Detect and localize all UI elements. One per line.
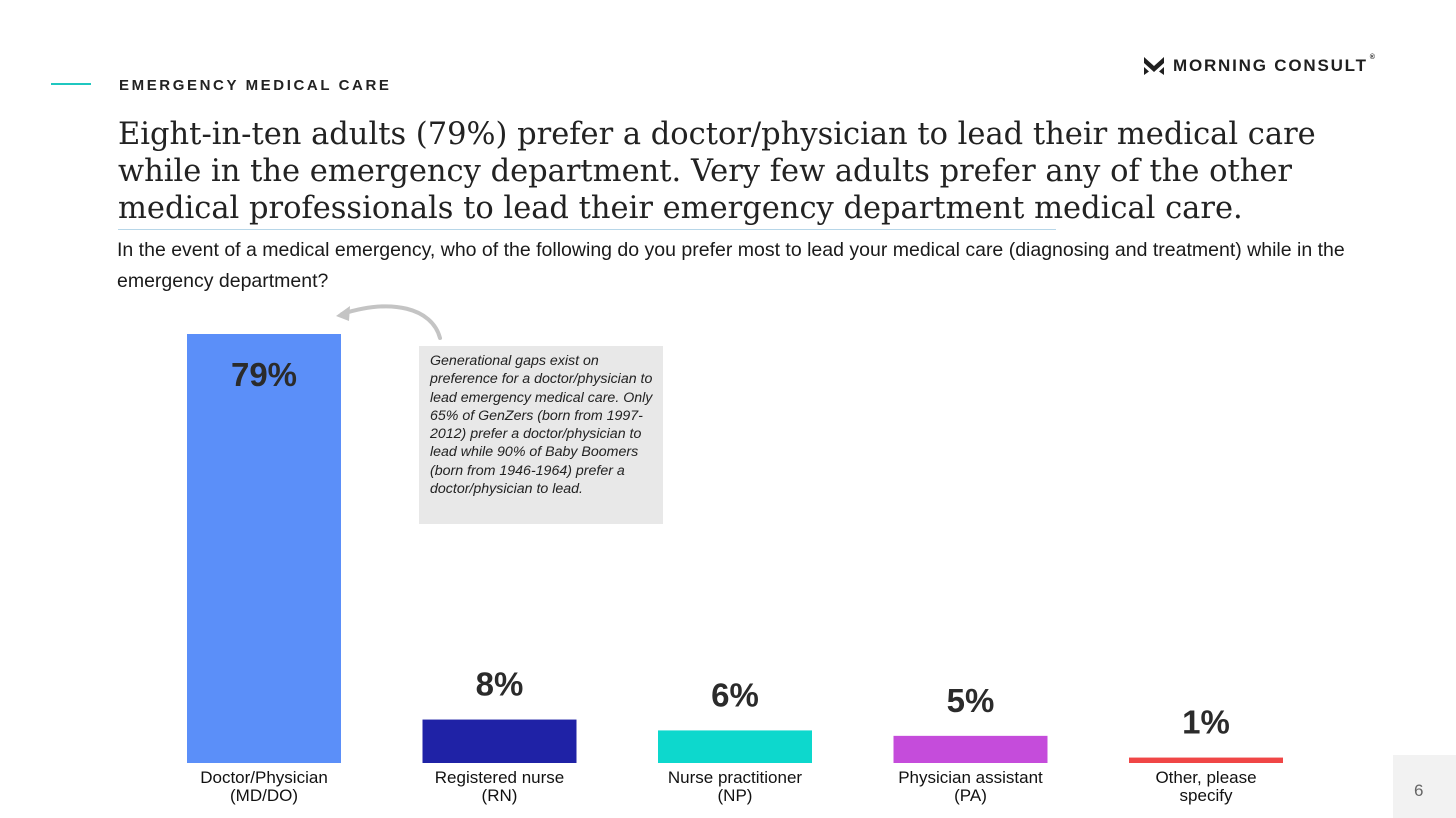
category-label-0-0: Doctor/Physician <box>200 768 328 787</box>
bar-0 <box>187 334 341 763</box>
bar-3 <box>893 735 1048 763</box>
category-label-2-0: Nurse practitioner <box>668 768 803 787</box>
curved-arrow-head <box>336 306 350 321</box>
curved-arrow-icon <box>340 304 442 340</box>
data-label-2: 6% <box>711 676 759 713</box>
category-label-3-1: (PA) <box>954 786 987 805</box>
category-label-1-0: Registered nurse <box>435 768 564 787</box>
morning-consult-logo-icon <box>1144 57 1164 75</box>
bar-2 <box>658 730 812 763</box>
logo-text: MORNING CONSULT ® <box>1173 54 1377 75</box>
category-label-1-1: (RN) <box>482 786 518 805</box>
category-label-0-1: (MD/DO) <box>230 786 298 805</box>
category-label-2-1: (NP) <box>718 786 753 805</box>
survey-question: In the event of a medical emergency, who… <box>117 239 1345 292</box>
bar-1 <box>422 719 577 763</box>
accent-line <box>51 83 91 85</box>
headline: Eight-in-ten adults (79%) prefer a docto… <box>118 117 1316 226</box>
data-label-0: 79% <box>231 356 297 393</box>
category-label-3-0: Physician assistant <box>898 768 1043 787</box>
page-number-box <box>1393 755 1456 818</box>
section-label: EMERGENCY MEDICAL CARE <box>119 77 392 94</box>
data-label-4: 1% <box>1182 704 1230 741</box>
category-label-4-0: Other, please <box>1155 768 1256 787</box>
bar-4 <box>1129 757 1283 763</box>
category-label-4-1: specify <box>1180 786 1233 805</box>
data-label-3: 5% <box>947 682 995 719</box>
callout-box: Generational gaps exist on preference fo… <box>419 346 663 524</box>
data-label-1: 8% <box>476 666 524 703</box>
logo-registered-mark: ® <box>1369 54 1377 61</box>
logo: MORNING CONSULT ® <box>1143 54 1377 76</box>
headline-rule <box>118 229 1056 230</box>
page-number: 6 <box>1414 781 1424 800</box>
